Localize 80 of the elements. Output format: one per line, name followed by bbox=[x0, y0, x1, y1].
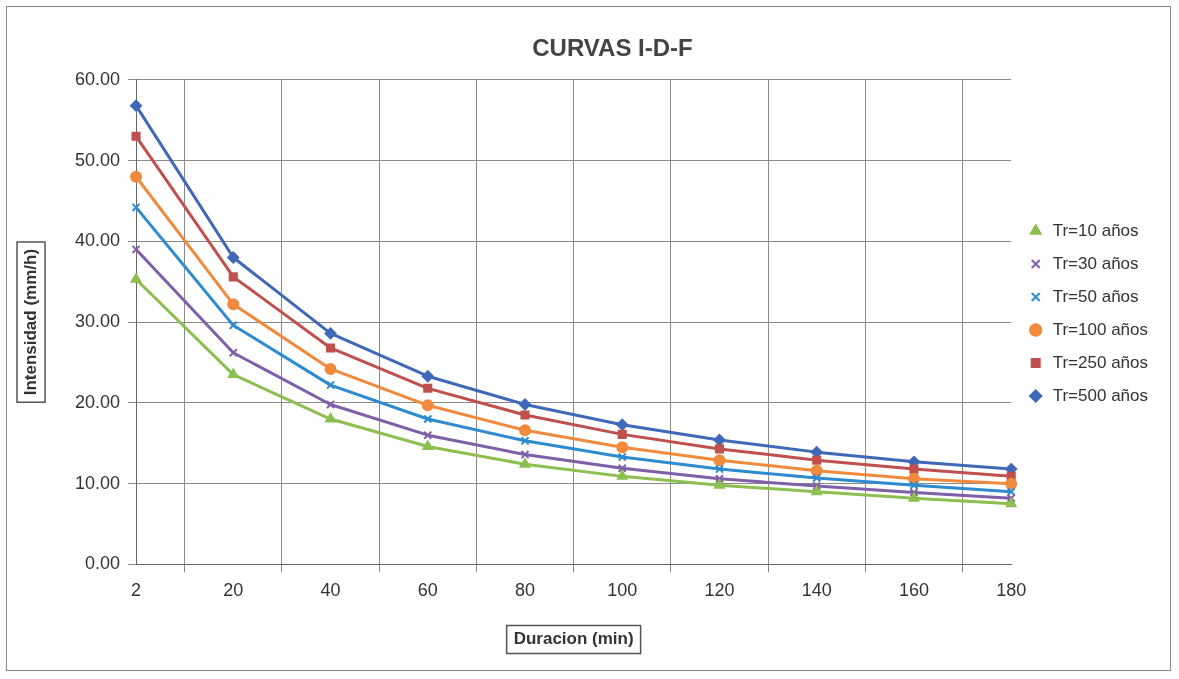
point bbox=[520, 436, 530, 446]
legend-label: Tr=500 años bbox=[1052, 385, 1148, 405]
point bbox=[812, 455, 822, 465]
x-tick-label: 180 bbox=[996, 580, 1027, 601]
point bbox=[811, 485, 823, 496]
point bbox=[1005, 497, 1017, 508]
point bbox=[617, 429, 627, 439]
point bbox=[616, 441, 629, 454]
point bbox=[130, 273, 142, 283]
x-tick-label: 60 bbox=[417, 580, 438, 601]
point bbox=[325, 399, 336, 410]
point bbox=[423, 414, 433, 424]
point bbox=[713, 454, 726, 467]
point bbox=[324, 362, 337, 375]
point bbox=[130, 99, 143, 112]
x-tick-label: 40 bbox=[320, 580, 341, 601]
x-tick-label: 140 bbox=[801, 580, 832, 601]
point bbox=[1006, 493, 1016, 503]
y-tick-label: 40.00 bbox=[75, 230, 121, 251]
point bbox=[325, 413, 336, 423]
point bbox=[324, 327, 337, 340]
y-tick-label: 60.00 bbox=[75, 68, 121, 89]
point bbox=[519, 398, 532, 411]
x-tick-label: 80 bbox=[514, 580, 536, 601]
point bbox=[228, 320, 238, 330]
point bbox=[714, 474, 725, 484]
x-tick-label: 160 bbox=[898, 580, 929, 601]
point bbox=[909, 487, 919, 498]
x-tick-label: 2 bbox=[131, 580, 142, 601]
legend-label: Tr=50 años bbox=[1052, 286, 1139, 306]
point bbox=[714, 479, 725, 489]
point bbox=[423, 383, 433, 393]
chart-title: CURVAS I-D-F bbox=[532, 34, 693, 62]
point bbox=[228, 272, 238, 282]
point bbox=[131, 244, 141, 254]
legend-label: Tr=30 años bbox=[1052, 253, 1139, 273]
point bbox=[130, 170, 143, 183]
point bbox=[909, 464, 919, 474]
point bbox=[421, 370, 434, 383]
legend-label: Tr=250 años bbox=[1052, 352, 1148, 372]
x-tick-label: 120 bbox=[704, 580, 735, 601]
point bbox=[422, 440, 434, 450]
point bbox=[227, 368, 239, 379]
point bbox=[812, 481, 822, 491]
y-axis-title: Intensidad (mm/h) bbox=[20, 248, 40, 396]
point bbox=[227, 298, 240, 311]
point bbox=[520, 410, 530, 420]
y-tick-label: 0.00 bbox=[85, 553, 121, 574]
point bbox=[810, 464, 823, 477]
point bbox=[714, 444, 725, 454]
point bbox=[1006, 487, 1016, 497]
point bbox=[519, 424, 532, 437]
legend-label: Tr=100 años bbox=[1052, 319, 1148, 339]
x-tick-label: 100 bbox=[607, 580, 638, 601]
point bbox=[616, 418, 629, 431]
point bbox=[812, 473, 822, 483]
point bbox=[520, 450, 530, 460]
point bbox=[908, 492, 920, 502]
point bbox=[131, 202, 141, 212]
point bbox=[1005, 477, 1018, 490]
point bbox=[616, 470, 628, 480]
point bbox=[617, 463, 627, 473]
point bbox=[228, 348, 238, 358]
legend-label: Tr=10 años bbox=[1052, 220, 1139, 240]
point bbox=[519, 458, 531, 468]
y-tick-label: 30.00 bbox=[75, 311, 121, 332]
point bbox=[131, 131, 141, 141]
point bbox=[909, 480, 919, 490]
point bbox=[617, 452, 627, 462]
y-tick-label: 10.00 bbox=[75, 472, 121, 493]
point bbox=[423, 430, 433, 440]
y-tick-label: 50.00 bbox=[75, 149, 121, 170]
x-tick-label: 20 bbox=[223, 580, 244, 601]
point bbox=[325, 343, 336, 353]
point bbox=[421, 399, 434, 412]
x-axis-title: Duracion (min) bbox=[513, 629, 634, 649]
point bbox=[325, 380, 336, 390]
point bbox=[714, 464, 725, 474]
point bbox=[227, 251, 240, 264]
y-tick-label: 20.00 bbox=[75, 391, 121, 412]
